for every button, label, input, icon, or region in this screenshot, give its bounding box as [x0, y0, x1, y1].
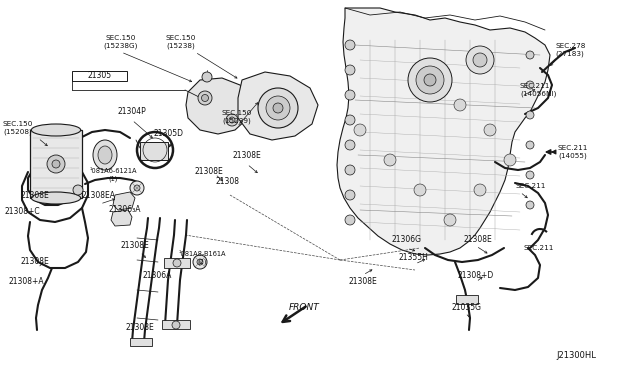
Circle shape	[130, 181, 144, 195]
Circle shape	[193, 255, 207, 269]
Text: 21305D: 21305D	[154, 128, 184, 138]
Text: SEC.211: SEC.211	[524, 245, 554, 251]
Text: SEC.211: SEC.211	[516, 183, 547, 189]
Circle shape	[384, 154, 396, 166]
Circle shape	[197, 259, 203, 265]
Bar	[164, 258, 190, 268]
Text: SEC.150
(15238G): SEC.150 (15238G)	[104, 35, 138, 49]
Circle shape	[226, 114, 238, 126]
Text: 21308E: 21308E	[20, 192, 49, 201]
Ellipse shape	[31, 124, 81, 136]
Circle shape	[345, 215, 355, 225]
Text: 21308E: 21308E	[232, 151, 261, 160]
Circle shape	[202, 72, 212, 82]
Circle shape	[47, 155, 65, 173]
Circle shape	[173, 259, 181, 267]
Bar	[130, 338, 152, 346]
Circle shape	[273, 103, 283, 113]
Circle shape	[345, 65, 355, 75]
Text: 21306₃A: 21306₃A	[109, 205, 141, 215]
Text: J21300HL: J21300HL	[556, 350, 596, 359]
Circle shape	[345, 115, 355, 125]
Circle shape	[454, 99, 466, 111]
Text: ¹081A6-6121A
(1): ¹081A6-6121A (1)	[89, 168, 137, 182]
Bar	[30, 130, 82, 198]
Circle shape	[198, 91, 212, 105]
Polygon shape	[113, 192, 135, 210]
Text: SEC.211
(14055): SEC.211 (14055)	[558, 145, 588, 159]
Circle shape	[474, 184, 486, 196]
Bar	[162, 320, 190, 329]
Text: 21306A: 21306A	[142, 272, 172, 280]
Circle shape	[444, 214, 456, 226]
Circle shape	[416, 66, 444, 94]
Text: 21308+C: 21308+C	[4, 208, 40, 217]
Circle shape	[504, 154, 516, 166]
Circle shape	[408, 58, 452, 102]
Text: 21308E: 21308E	[195, 167, 223, 176]
Text: SEC.211
(14056NI): SEC.211 (14056NI)	[520, 83, 556, 97]
Text: 21305: 21305	[88, 71, 112, 80]
Text: 21308E: 21308E	[463, 235, 492, 244]
Text: 21308E: 21308E	[349, 278, 378, 286]
Circle shape	[258, 88, 298, 128]
Circle shape	[345, 40, 355, 50]
Text: SEC.150
(15208): SEC.150 (15208)	[3, 121, 33, 135]
Circle shape	[354, 124, 366, 136]
Circle shape	[526, 51, 534, 59]
Circle shape	[345, 190, 355, 200]
Circle shape	[52, 160, 60, 168]
Ellipse shape	[93, 140, 117, 170]
Circle shape	[526, 81, 534, 89]
Text: 21306G: 21306G	[392, 235, 422, 244]
Text: SEC.150
(15239): SEC.150 (15239)	[222, 110, 252, 124]
Circle shape	[414, 184, 426, 196]
Bar	[72, 71, 127, 81]
Text: 21308E: 21308E	[125, 324, 154, 333]
Text: 21355H: 21355H	[398, 253, 428, 263]
Circle shape	[526, 201, 534, 209]
Circle shape	[466, 46, 494, 74]
Text: 21035G: 21035G	[451, 304, 481, 312]
Text: 21308+D: 21308+D	[458, 272, 494, 280]
Bar	[140, 142, 168, 160]
Circle shape	[266, 96, 290, 120]
Circle shape	[526, 171, 534, 179]
Polygon shape	[186, 78, 252, 134]
Circle shape	[473, 53, 487, 67]
Text: FRONT: FRONT	[289, 304, 319, 312]
Text: 21308EA: 21308EA	[82, 192, 116, 201]
Text: 21308+A: 21308+A	[8, 278, 44, 286]
Text: 21304P: 21304P	[118, 108, 147, 116]
Circle shape	[526, 141, 534, 149]
Circle shape	[229, 117, 235, 123]
Circle shape	[202, 94, 209, 102]
Circle shape	[73, 185, 83, 195]
Text: 21308E: 21308E	[20, 257, 49, 266]
Text: ¹081A8-B161A
(2): ¹081A8-B161A (2)	[179, 251, 226, 265]
Circle shape	[484, 124, 496, 136]
Circle shape	[345, 90, 355, 100]
Circle shape	[424, 74, 436, 86]
Text: 21308E: 21308E	[120, 241, 149, 250]
Polygon shape	[238, 72, 318, 140]
Circle shape	[134, 185, 140, 191]
Text: SEC.278
(27183): SEC.278 (27183)	[555, 43, 586, 57]
Circle shape	[345, 140, 355, 150]
Circle shape	[526, 111, 534, 119]
Polygon shape	[337, 8, 550, 255]
Bar	[456, 295, 478, 304]
Text: 21308: 21308	[216, 177, 240, 186]
Ellipse shape	[98, 146, 112, 164]
Ellipse shape	[31, 192, 81, 204]
Text: SEC.150
(15238): SEC.150 (15238)	[166, 35, 196, 49]
Circle shape	[345, 165, 355, 175]
Polygon shape	[111, 210, 132, 226]
Circle shape	[172, 321, 180, 329]
